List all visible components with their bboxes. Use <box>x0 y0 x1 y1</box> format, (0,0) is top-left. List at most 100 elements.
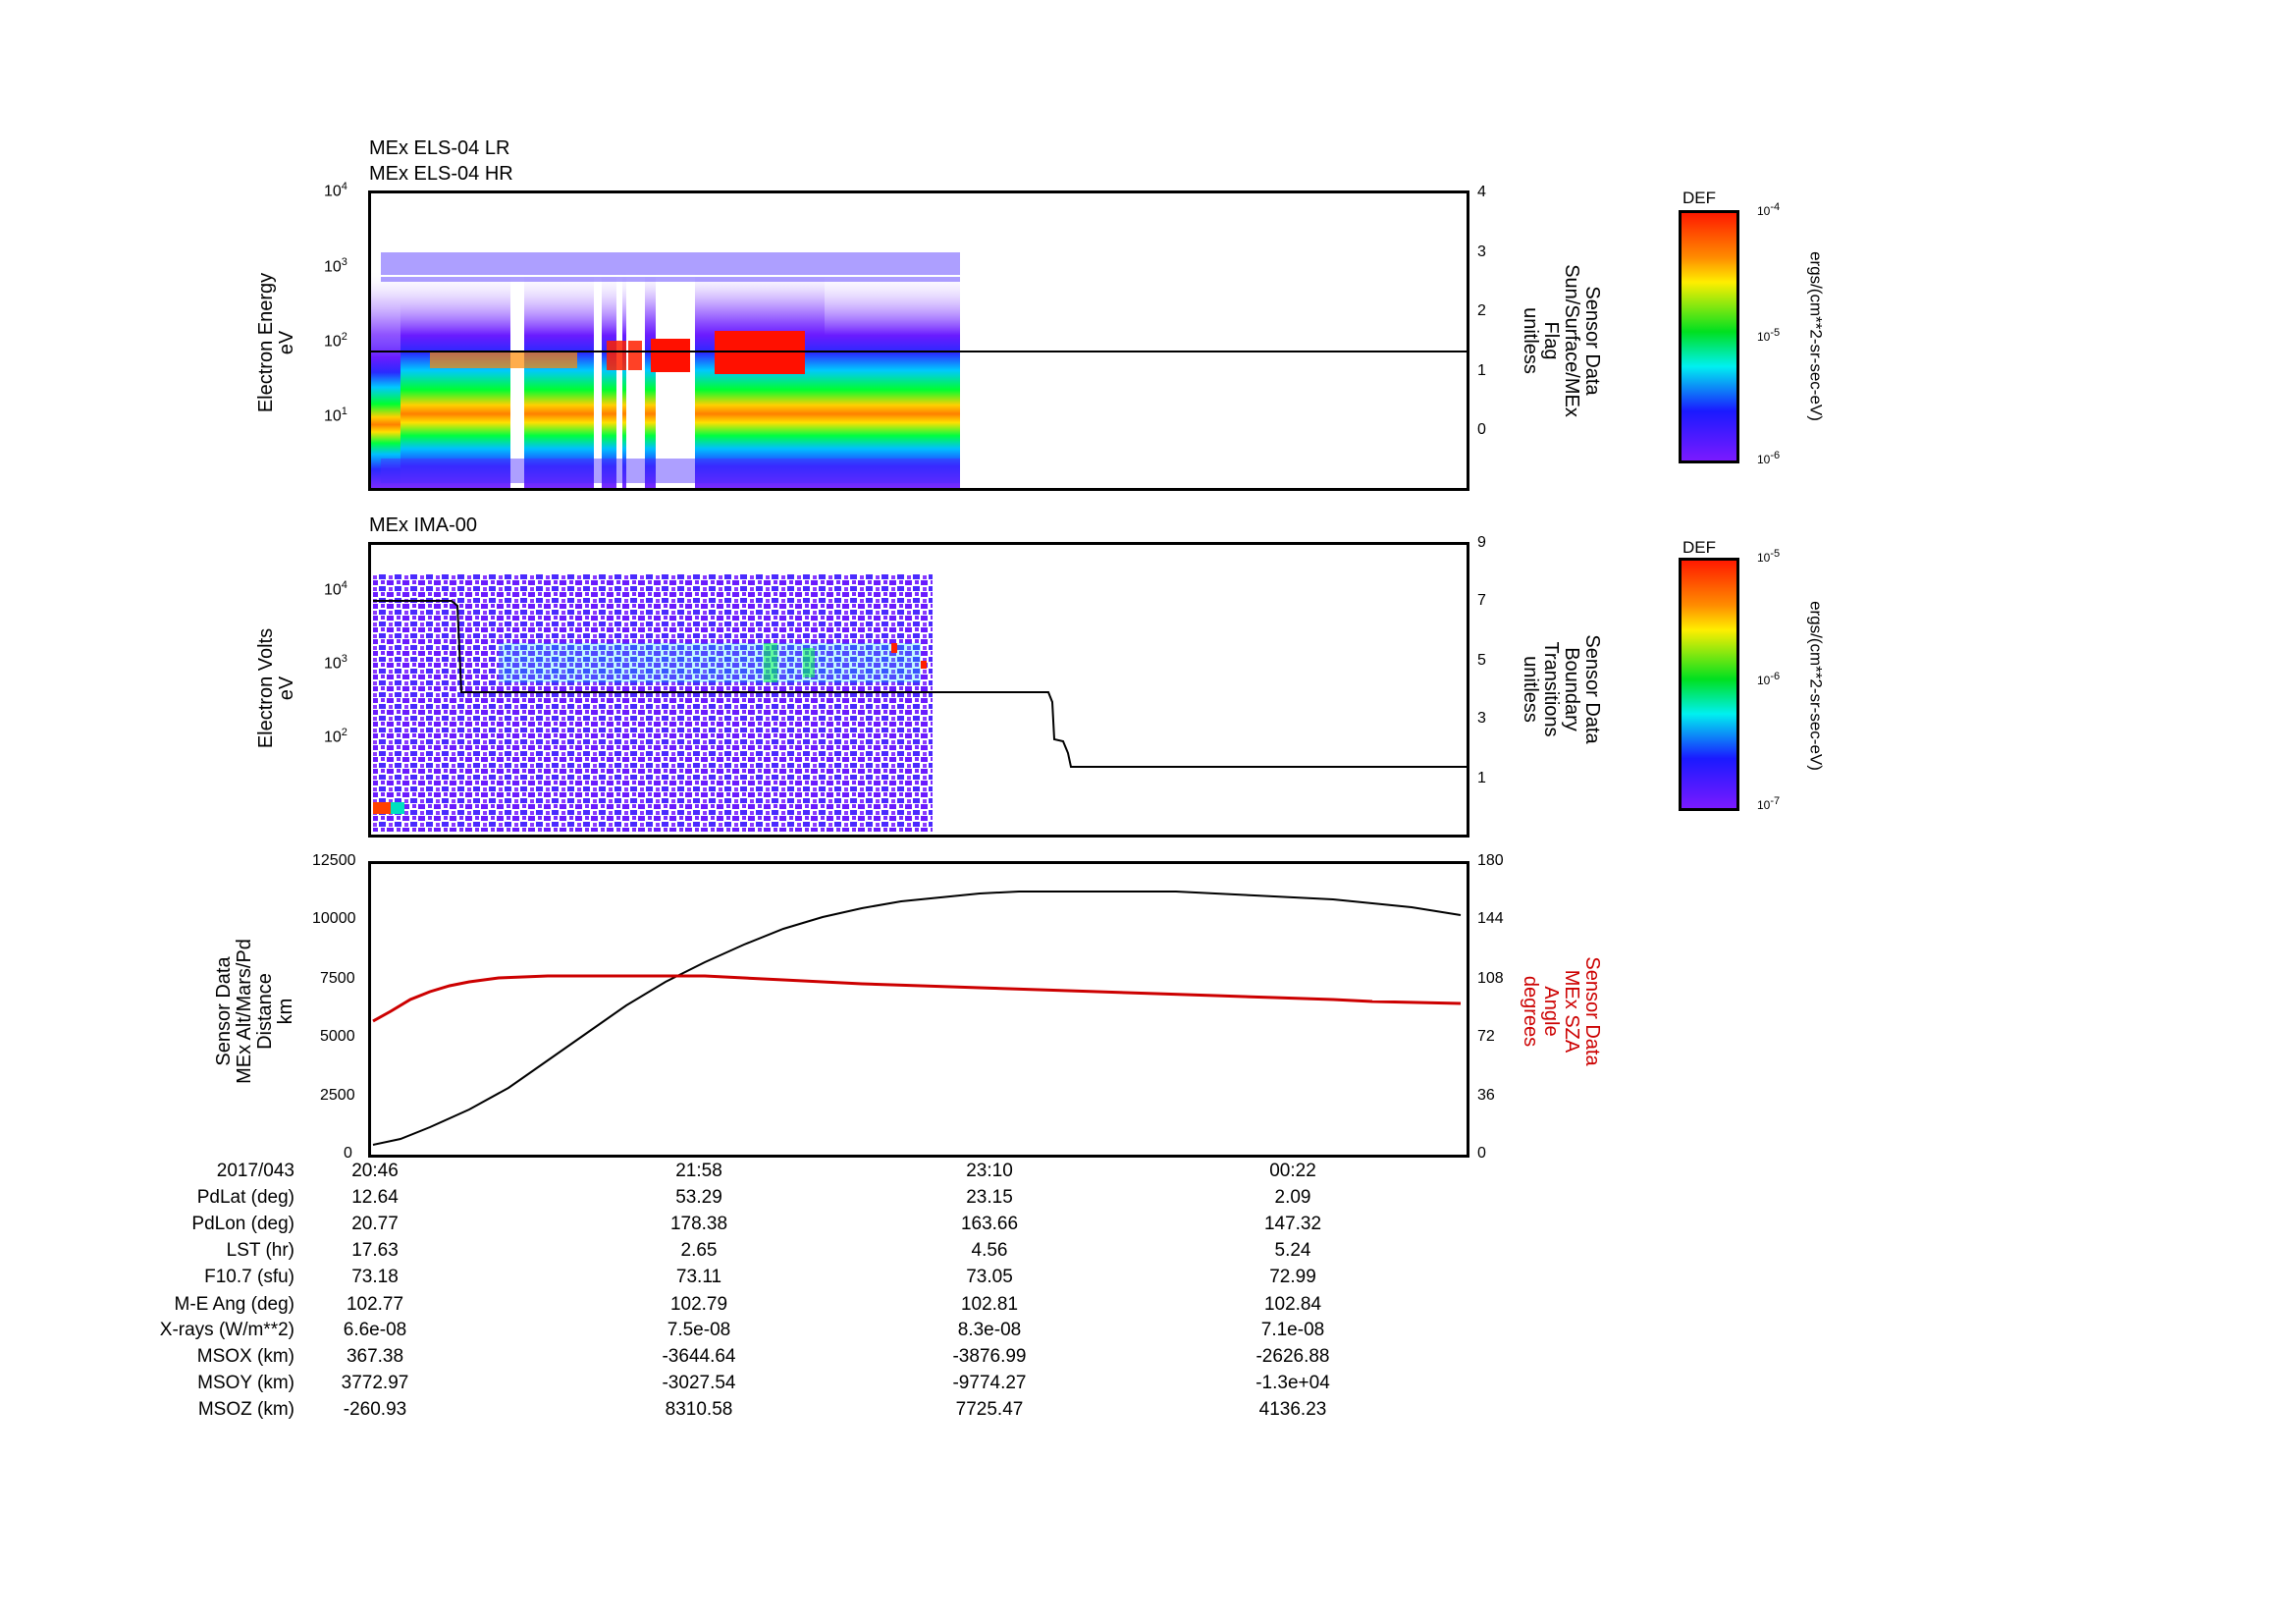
panel1-ylabel: Electron Energy eV <box>255 272 297 413</box>
table-time: 23:10 <box>966 1161 1013 1181</box>
colorbar1-unit: ergs/(cm**2-sr-sec-eV) <box>1806 251 1826 421</box>
table-cell: 163.66 <box>960 1214 1019 1234</box>
colorbar2 <box>1679 558 1739 811</box>
panel3-rtick-180: 180 <box>1477 852 1504 869</box>
panel2-ytick-1e2: 102 <box>324 727 347 746</box>
panel3-right-label: Sensor Data MEx SZA Angle degrees <box>1520 956 1603 1066</box>
table-cell: 12.64 <box>351 1187 399 1208</box>
colorbar2-top: 10-5 <box>1757 548 1781 565</box>
colorbar2-bottom: 10-7 <box>1757 795 1781 812</box>
colorbar2-unit: ergs/(cm**2-sr-sec-eV) <box>1806 601 1826 771</box>
table-cell: 23.15 <box>966 1187 1013 1208</box>
table-cell: 73.11 <box>675 1267 722 1287</box>
panel1-rtick-0: 0 <box>1477 421 1486 438</box>
table-cell: -3027.54 <box>662 1373 736 1393</box>
panel3-rtick-108: 108 <box>1477 970 1504 987</box>
colorbar1-mid: 10-5 <box>1757 327 1781 344</box>
table-cell: 8.3e-08 <box>957 1320 1022 1340</box>
panel2-ylabel: Electron Volts eV <box>255 627 297 749</box>
panel1-right-label: Sensor Data Sun/Surface/MEx Flag unitless <box>1520 264 1603 417</box>
panel2-rtick-7: 7 <box>1477 592 1486 609</box>
panel1-ytick-1e3: 103 <box>324 256 347 276</box>
els-spectrogram <box>371 252 1467 488</box>
table-cell: -1.3e+04 <box>1255 1373 1330 1393</box>
table-row-label: MSOX (km) <box>196 1346 294 1367</box>
panel1-title-lr: MEx ELS-04 LR <box>369 137 510 159</box>
panel1-ytick-1e4: 104 <box>324 181 347 200</box>
table-row-label: LST (hr) <box>226 1240 294 1261</box>
panel3-rtick-144: 144 <box>1477 910 1504 927</box>
panel2-ytick-1e4: 104 <box>324 579 347 599</box>
ima-spectrogram-panel <box>368 542 1469 838</box>
colorbar1 <box>1679 210 1739 463</box>
table-row-label: MSOZ (km) <box>197 1399 294 1420</box>
table-time: 21:58 <box>675 1161 722 1181</box>
table-cell: 7.5e-08 <box>667 1320 731 1340</box>
table-cell: 72.99 <box>1269 1267 1316 1287</box>
table-cell: 8310.58 <box>665 1399 733 1420</box>
table-cell: 3772.97 <box>341 1373 409 1393</box>
table-cell: -9774.27 <box>952 1373 1027 1393</box>
table-cell: 147.32 <box>1263 1214 1322 1234</box>
panel1-title-hr: MEx ELS-04 HR <box>369 163 513 185</box>
table-cell: 17.63 <box>351 1240 399 1261</box>
table-cell: 4136.23 <box>1258 1399 1327 1420</box>
table-cell: 7.1e-08 <box>1260 1320 1325 1340</box>
table-cell: 4.56 <box>971 1240 1008 1261</box>
table-time: 20:46 <box>351 1161 399 1181</box>
panel3-ytick-2500: 2500 <box>320 1087 355 1104</box>
colorbar1-bottom: 10-6 <box>1757 450 1781 466</box>
orbit-line-panel <box>368 861 1469 1158</box>
table-cell: 367.38 <box>346 1346 404 1367</box>
colorbar2-title: DEF <box>1682 538 1716 557</box>
table-row-label: F10.7 (sfu) <box>204 1267 294 1287</box>
sza-line <box>372 974 1462 1023</box>
table-cell: 2.09 <box>1274 1187 1311 1208</box>
table-row-label: X-rays (W/m**2) <box>159 1320 294 1340</box>
table-row-label: M-E Ang (deg) <box>174 1294 295 1315</box>
panel1-rtick-1: 1 <box>1477 362 1486 379</box>
panel3-ytick-12500: 12500 <box>312 852 356 869</box>
table-cell: 102.84 <box>1263 1294 1322 1315</box>
table-cell: 2.65 <box>680 1240 718 1261</box>
table-cell: -3876.99 <box>952 1346 1027 1367</box>
table-cell: 7725.47 <box>955 1399 1024 1420</box>
table-cell: 102.81 <box>960 1294 1019 1315</box>
panel3-ylabel: Sensor Data MEx Alt/Mars/Pd Distance km <box>213 939 296 1084</box>
panel3-ytick-7500: 7500 <box>320 970 355 987</box>
panel3-ytick-10000: 10000 <box>312 910 356 927</box>
table-cell: 102.77 <box>346 1294 404 1315</box>
panel3-rtick-72: 72 <box>1477 1028 1495 1045</box>
table-cell: 6.6e-08 <box>343 1320 407 1340</box>
table-cell: -3644.64 <box>662 1346 736 1367</box>
table-cell: 53.29 <box>675 1187 722 1208</box>
panel1-rtick-2: 2 <box>1477 302 1486 319</box>
table-cell: 178.38 <box>669 1214 728 1234</box>
ima-spectrogram <box>373 574 1467 832</box>
panel2-rtick-5: 5 <box>1477 652 1486 669</box>
colorbar1-top: 10-4 <box>1757 201 1781 218</box>
panel3-rtick-36: 36 <box>1477 1087 1495 1104</box>
table-cell: 5.24 <box>1274 1240 1311 1261</box>
panel2-rtick-9: 9 <box>1477 534 1486 551</box>
table-row-label: MSOY (km) <box>197 1373 294 1393</box>
table-cell: 20.77 <box>351 1214 399 1234</box>
panel3-ytick-0: 0 <box>344 1145 352 1162</box>
table-cell: -2626.88 <box>1255 1346 1330 1367</box>
panel1-rtick-3: 3 <box>1477 243 1486 260</box>
panel1-ytick-1e2: 102 <box>324 331 347 351</box>
table-time: 00:22 <box>1269 1161 1316 1181</box>
panel1-rtick-4: 4 <box>1477 184 1486 200</box>
panel2-title: MEx IMA-00 <box>369 514 478 536</box>
table-cell: 102.79 <box>669 1294 728 1315</box>
panel2-right-label: Sensor Data Boundary Transitions unitless <box>1520 634 1603 744</box>
table-row-label: PdLat (deg) <box>196 1187 294 1208</box>
orbit-line-plot <box>372 891 1462 1146</box>
panel2-rtick-3: 3 <box>1477 710 1486 727</box>
els-spectrogram-panel <box>368 190 1469 491</box>
table-date: 2017/043 <box>216 1161 294 1181</box>
table-row-label: PdLon (deg) <box>191 1214 294 1234</box>
panel2-ytick-1e3: 103 <box>324 653 347 673</box>
altitude-line <box>372 891 1462 1146</box>
table-cell: 73.05 <box>966 1267 1013 1287</box>
